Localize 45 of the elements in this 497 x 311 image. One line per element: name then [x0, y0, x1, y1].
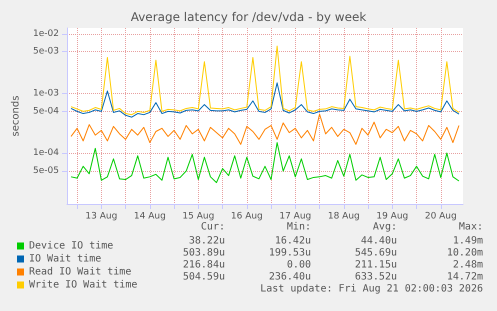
legend-label: IO Wait time	[29, 254, 102, 264]
y-axis-title: seconds	[10, 96, 22, 136]
text: 2.48m	[452, 260, 483, 270]
text: 16.42u	[274, 236, 311, 246]
line-series	[70, 142, 460, 184]
legend-label: Device IO time	[29, 240, 114, 252]
text: Last update: Fri Aug 21 02:00:03 2026	[260, 284, 483, 294]
line-series	[70, 114, 460, 145]
y-tick-label: 1e-03	[33, 88, 59, 98]
text: 504.59u	[182, 272, 225, 282]
text: 503.89u	[182, 248, 225, 258]
chart-title: Average latency for /dev/vda - by week	[130, 10, 366, 24]
text: 199.53u	[268, 248, 311, 258]
legend-label: Read IO Wait time	[29, 266, 132, 278]
text: 14.72m	[446, 272, 483, 282]
y-tick-label: 5e-03	[33, 46, 59, 57]
text: Avg:	[372, 222, 397, 232]
text: 1.49m	[452, 236, 483, 246]
x-tick-label: 17 Aug	[279, 212, 312, 222]
text: 236.40u	[268, 272, 311, 282]
line-series	[70, 46, 460, 116]
x-tick-label: 19 Aug	[376, 212, 408, 222]
y-tick-label: 5e-05	[33, 166, 59, 176]
text: Max:	[458, 222, 483, 232]
text: Cur:	[200, 222, 225, 232]
text: 44.40u	[360, 236, 397, 246]
x-tick-label: 18 Aug	[328, 212, 360, 222]
y-tick-label: 1e-02	[33, 28, 59, 39]
x-tick-label: 16 Aug	[230, 212, 263, 222]
text: 211.15u	[354, 260, 397, 270]
y-tick-label: 1e-04	[33, 148, 60, 158]
text: 10.20m	[446, 248, 483, 258]
x-tick-label: 13 Aug	[85, 212, 118, 222]
text: Min:	[286, 222, 311, 232]
x-tick-label: 20 Aug	[424, 212, 457, 222]
text: 633.52u	[354, 272, 397, 282]
text: 545.69u	[354, 248, 397, 258]
text: 0.00	[286, 260, 311, 270]
x-tick-label: 15 Aug	[182, 212, 214, 222]
y-tick-label: 5e-04	[33, 106, 60, 116]
line-series	[70, 82, 460, 118]
text: 216.84u	[182, 260, 225, 270]
legend-label: Write IO Wait time	[29, 280, 138, 290]
x-tick-label: 14 Aug	[134, 212, 166, 222]
text: 38.22u	[188, 236, 225, 246]
